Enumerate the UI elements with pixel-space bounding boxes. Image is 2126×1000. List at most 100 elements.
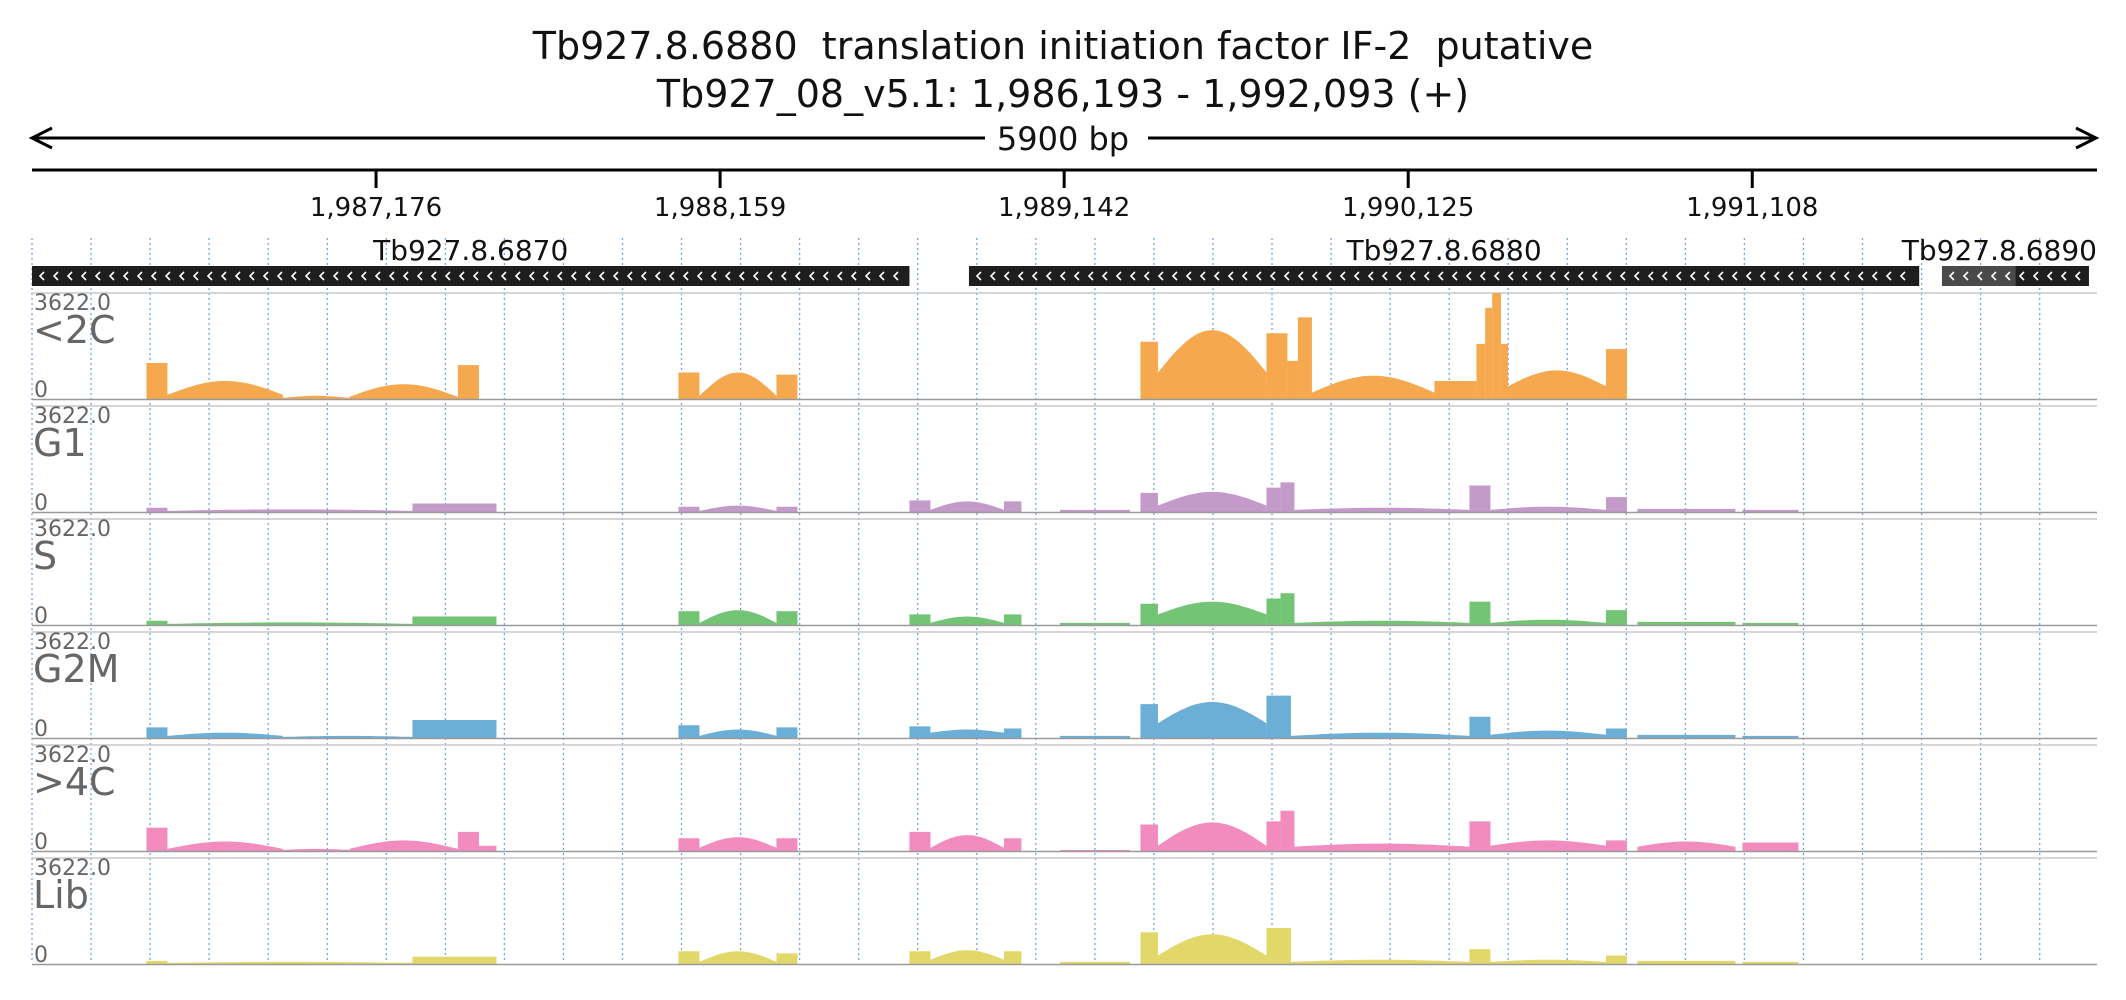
strand-chevron — [1962, 271, 1969, 281]
coverage-block — [1003, 614, 1022, 625]
strand-chevron — [1003, 271, 1010, 281]
track-ymax-label: 3622.0 — [34, 856, 111, 881]
strand-chevron — [430, 271, 437, 281]
coverage-block — [412, 616, 497, 625]
track-ymax-label: 3622.0 — [34, 630, 111, 655]
track-name-label: S — [33, 534, 57, 578]
strand-chevron — [332, 271, 339, 281]
strand-chevrons — [38, 271, 899, 281]
track-name-label: <2C — [33, 308, 116, 352]
chart-title-block: Tb927.8.6880 translation initiation fact… — [0, 22, 2126, 118]
strand-chevron — [1829, 271, 1836, 281]
strand-chevron — [1241, 271, 1248, 281]
strand-chevron — [290, 271, 297, 281]
strand-chevron — [150, 271, 157, 281]
strand-chevron — [1857, 271, 1864, 281]
coverage-block — [282, 735, 413, 738]
coverage-block — [776, 611, 798, 625]
track-ymin-label: 0 — [34, 491, 48, 516]
strand-chevron — [682, 271, 689, 281]
strand-chevron — [1143, 271, 1150, 281]
coverage-block — [1266, 821, 1281, 851]
coverage-block — [776, 506, 798, 512]
gene-tb927-8-6890[interactable]: Tb927.8.6890 — [1901, 234, 2097, 286]
span-arrow-left-head — [28, 126, 53, 150]
span-label: 5900 bp — [997, 120, 1129, 158]
ruler-tick-label: 1,987,176 — [310, 193, 442, 223]
strand-chevron — [1773, 271, 1780, 281]
strand-chevron — [486, 271, 493, 281]
strand-chevron — [2046, 271, 2053, 281]
strand-chevron — [1563, 271, 1570, 281]
coverage-block — [412, 719, 497, 738]
strand-chevron — [794, 271, 801, 281]
coverage-block — [1059, 849, 1130, 851]
coverage-block — [282, 395, 350, 399]
strand-chevron — [500, 271, 507, 281]
coverage-block — [1294, 843, 1470, 851]
strand-chevron — [738, 271, 745, 281]
track-ymin-label: 0 — [34, 604, 48, 629]
strand-chevron — [1689, 271, 1696, 281]
strand-chevron — [1073, 271, 1080, 281]
coverage-block — [1157, 822, 1267, 851]
track-name-label: Lib — [33, 873, 89, 917]
strand-chevron — [192, 271, 199, 281]
gene-tb927-8-6870[interactable]: Tb927.8.6870 — [32, 234, 910, 286]
gene-tb927-8-6880[interactable]: Tb927.8.6880 — [968, 234, 1920, 286]
strand-chevron — [402, 271, 409, 281]
strand-chevron — [836, 271, 843, 281]
coverage-block — [1492, 293, 1501, 399]
strand-chevron — [1549, 271, 1556, 281]
coverage-block — [930, 729, 1004, 738]
strand-chevron — [52, 271, 59, 281]
coverage-block — [146, 727, 168, 738]
strand-chevron — [1717, 271, 1724, 281]
coverage-block — [1003, 838, 1022, 851]
coverage-block — [1742, 735, 1799, 738]
coverage-block — [1742, 622, 1799, 625]
coverage-block — [1742, 509, 1799, 512]
track-s: 3622.0S 0 — [32, 517, 2097, 629]
coverage-block — [1297, 317, 1312, 399]
strand-chevron — [1017, 271, 1024, 281]
track-ymin-label: 0 — [34, 943, 48, 968]
strand-chevron — [780, 271, 787, 281]
strand-chevron — [346, 271, 353, 281]
track-g1: 3622.0G1 0 — [32, 404, 2097, 516]
strand-chevron — [1409, 271, 1416, 281]
strand-chevron — [1871, 271, 1878, 281]
coverage-block — [1637, 841, 1736, 851]
coverage-block — [349, 840, 458, 851]
strand-chevron — [1521, 271, 1528, 281]
strand-chevron — [1381, 271, 1388, 281]
strand-chevron — [626, 271, 633, 281]
gene-body — [32, 266, 910, 286]
coverage-block — [909, 951, 931, 964]
coverage-block — [1469, 821, 1491, 851]
coverage-block — [457, 365, 479, 399]
coverage-block — [930, 616, 1004, 625]
coverage-block — [1157, 330, 1267, 399]
chart-title: Tb927.8.6880 translation initiation fact… — [532, 24, 1594, 68]
strand-chevron — [1493, 271, 1500, 281]
strand-chevron — [1199, 271, 1206, 281]
coverage-block — [1280, 810, 1295, 851]
strand-chevron — [234, 271, 241, 281]
strand-chevron — [514, 271, 521, 281]
coverage-block — [678, 838, 700, 851]
coverage-block — [1637, 508, 1736, 512]
gene-label: Tb927.8.6890 — [1901, 234, 2097, 267]
strand-chevron — [1339, 271, 1346, 281]
strand-chevron — [38, 271, 45, 281]
strand-chevron — [1059, 271, 1066, 281]
coverage-block — [1157, 702, 1267, 738]
coverage-block — [1280, 482, 1295, 512]
strand-chevron — [1367, 271, 1374, 281]
coverage-block — [349, 384, 458, 399]
strand-chevron — [248, 271, 255, 281]
strand-chevron — [262, 271, 269, 281]
coverage-block — [1266, 695, 1291, 738]
